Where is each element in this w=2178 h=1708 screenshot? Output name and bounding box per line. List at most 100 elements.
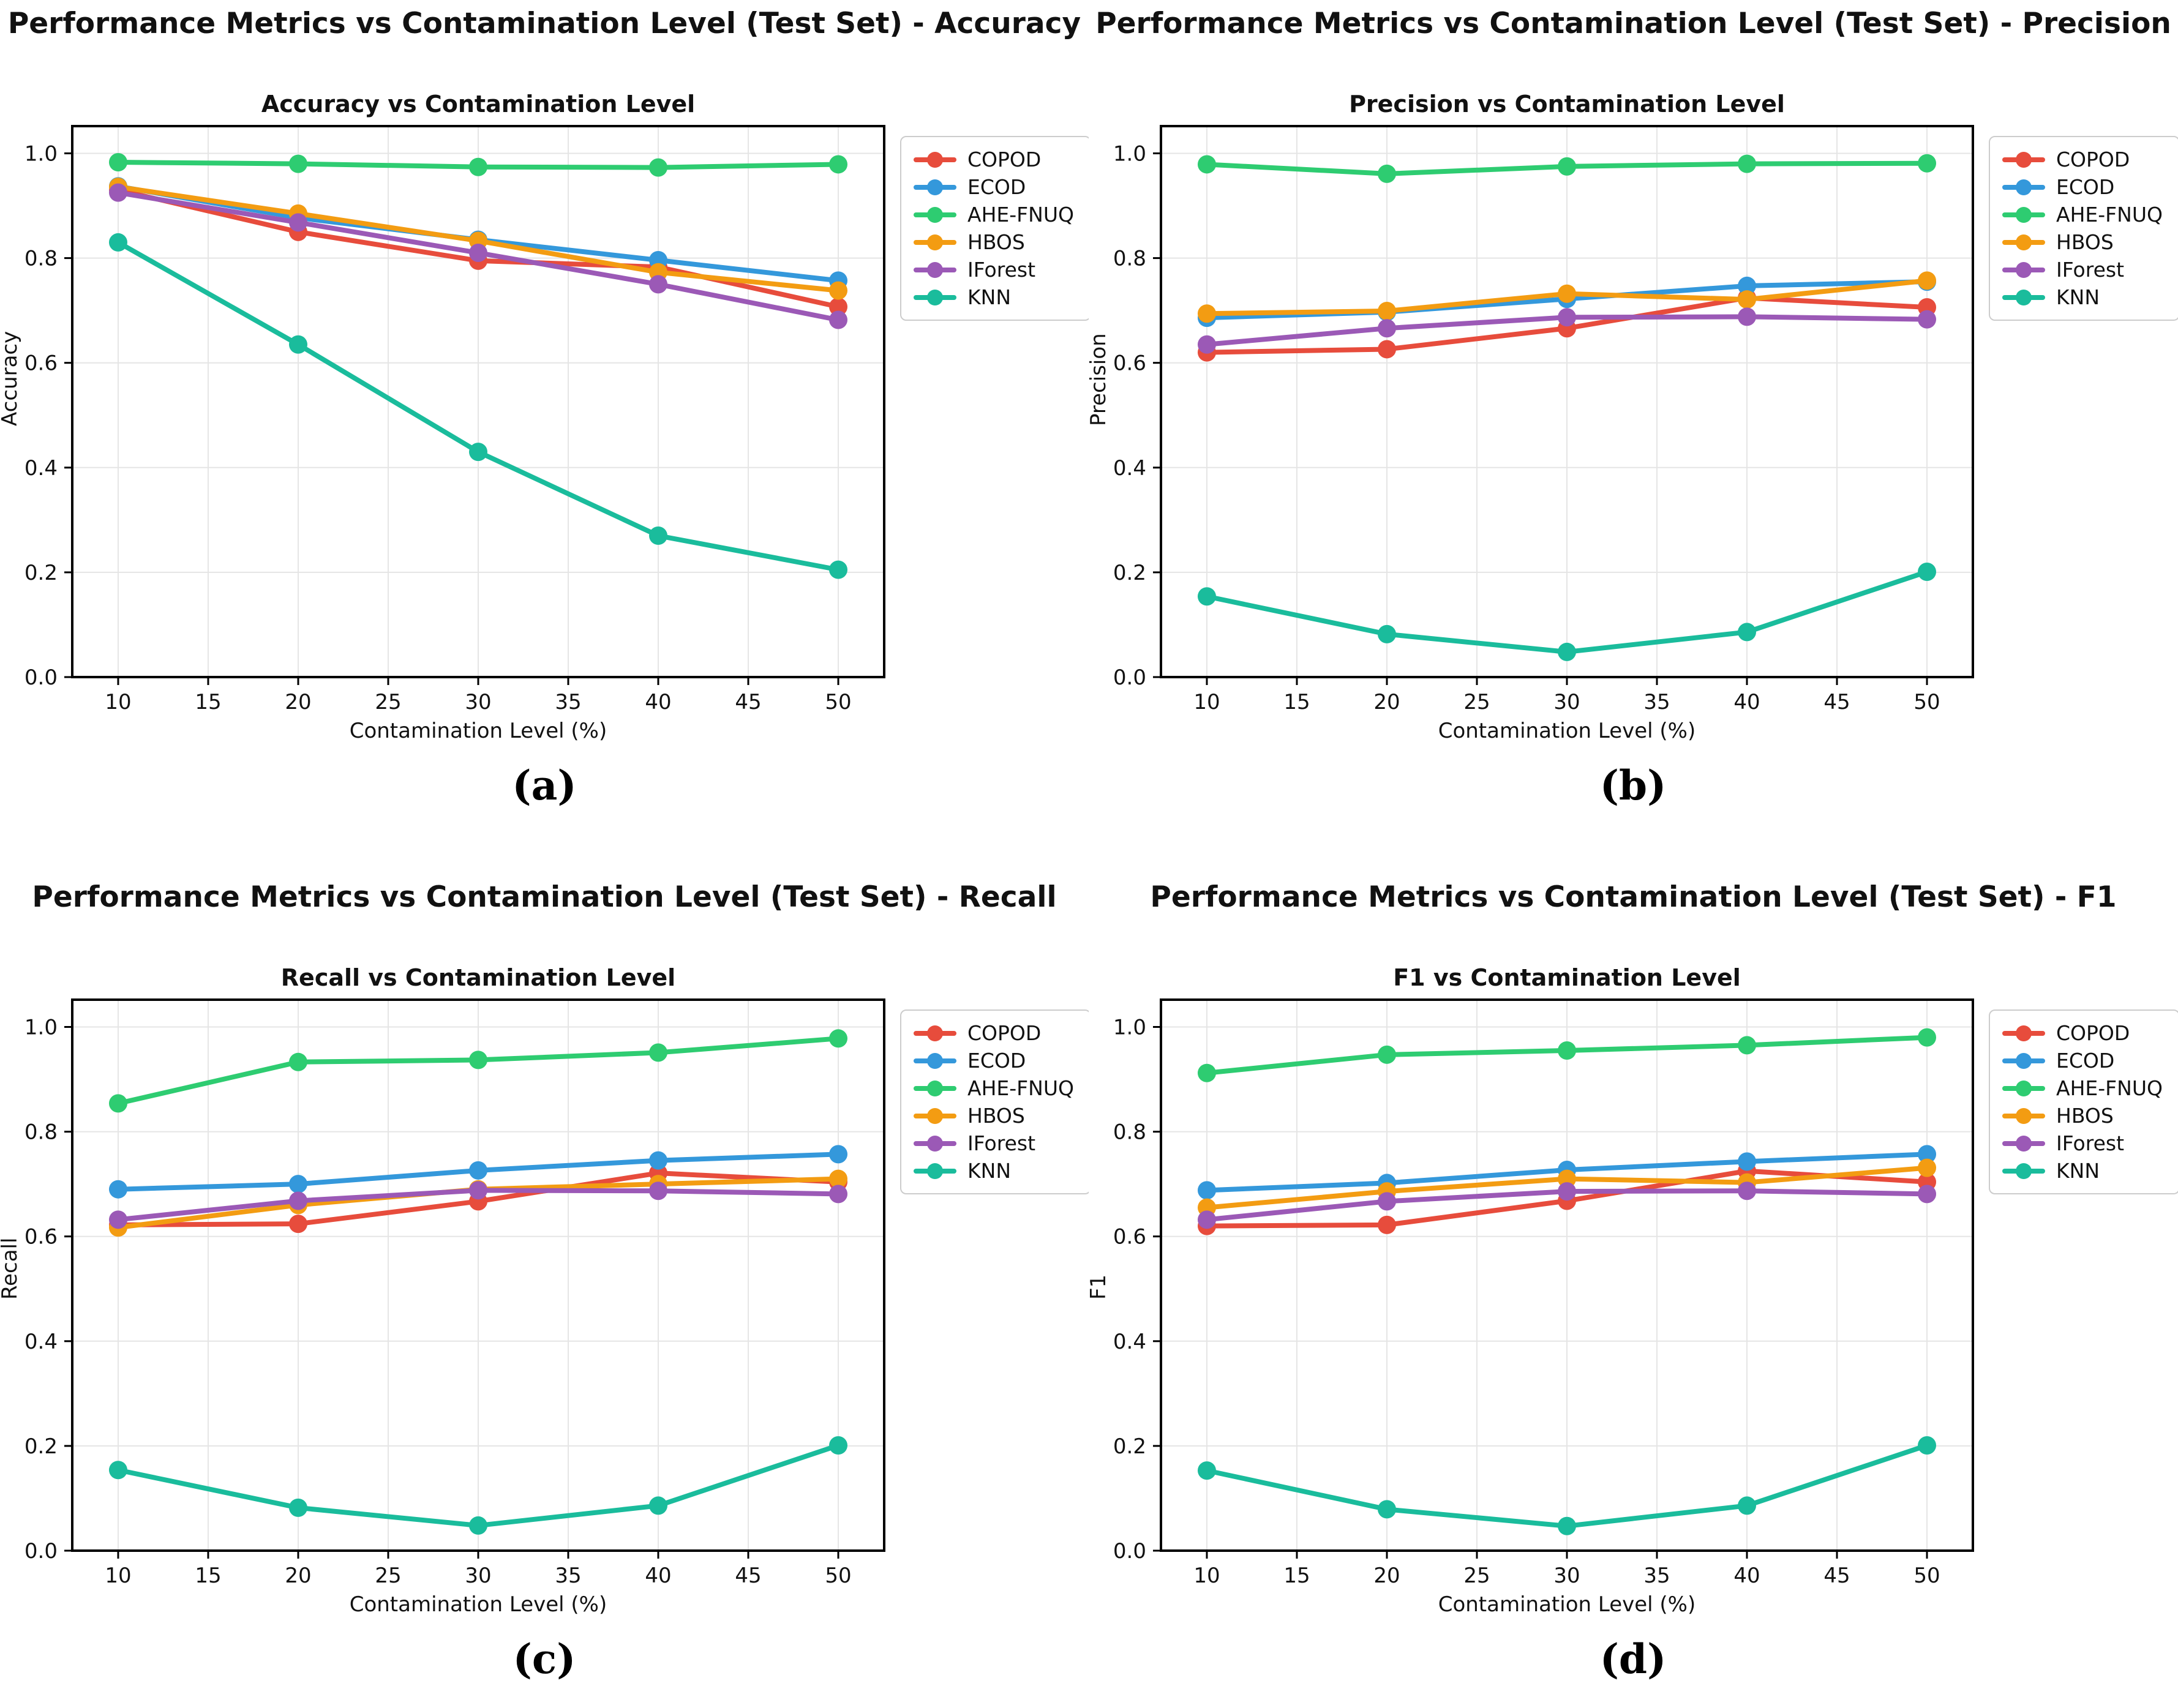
y-axis-label-precision: Precision bbox=[1089, 333, 1111, 426]
y-tick-label: 1.0 bbox=[1113, 141, 1146, 166]
data-point-KNN-x50 bbox=[1918, 1436, 1937, 1455]
plot-area-accuracy: 10 15 20 25 30 35 40 45 50 0.0 0.2 0.4 0.6 0.8 1.0 bbox=[24, 125, 885, 714]
data-point-IForest-x30 bbox=[469, 1181, 487, 1200]
x-tick-label: 50 bbox=[1913, 690, 1940, 714]
data-point-IForest-x50 bbox=[1918, 310, 1937, 329]
legend-dot-icon bbox=[927, 290, 943, 305]
data-point-IForest-x40 bbox=[649, 1182, 668, 1200]
y-tick-label: 0.2 bbox=[24, 1434, 58, 1459]
x-tick-label: 25 bbox=[375, 690, 401, 714]
legend-label-AHE-FNUQ: AHE-FNUQ bbox=[2056, 203, 2163, 227]
data-point-HBOS-x40 bbox=[1738, 290, 1757, 309]
data-point-ECOD-x10 bbox=[1197, 1181, 1216, 1200]
legend-dot-icon bbox=[927, 1108, 943, 1124]
legend-accuracy: COPOD ECOD AHE-FNUQ HBOS IForest KNN bbox=[900, 136, 1089, 321]
legend-label-KNN: KNN bbox=[2056, 285, 2100, 309]
data-point-HBOS-x30 bbox=[1558, 1169, 1576, 1188]
x-tick-label: 40 bbox=[645, 690, 671, 714]
data-point-KNN-x10 bbox=[108, 233, 127, 252]
data-point-COPOD-x20 bbox=[1377, 1215, 1396, 1234]
data-point-ECOD-x10 bbox=[108, 1180, 127, 1199]
legend-item-IForest: IForest bbox=[2002, 256, 2163, 283]
legend-recall: COPOD ECOD AHE-FNUQ HBOS IForest KNN bbox=[900, 1009, 1089, 1194]
plot-area-f1: 10 15 20 25 30 35 40 45 50 0.0 0.2 0.4 0.6 0.8 1.0 bbox=[1113, 998, 1974, 1588]
data-point-IForest-x10 bbox=[108, 183, 127, 202]
subfigure-label-recall: (c) bbox=[513, 1635, 576, 1683]
legend-item-COPOD: COPOD bbox=[914, 1019, 1074, 1047]
legend-item-AHE-FNUQ: AHE-FNUQ bbox=[914, 201, 1074, 228]
data-point-AHE-FNUQ-x50 bbox=[1918, 1028, 1937, 1047]
figure-f1: Performance Metrics vs Contamination Lev… bbox=[1089, 854, 2178, 1708]
legend-dot-icon bbox=[2016, 262, 2032, 278]
legend-dot-icon bbox=[2016, 179, 2032, 195]
legend-line-marker-icon bbox=[2002, 1074, 2045, 1102]
legend-dot-icon bbox=[927, 262, 943, 278]
data-point-IForest-x10 bbox=[1197, 335, 1216, 354]
data-point-ECOD-x20 bbox=[288, 1175, 307, 1194]
data-point-KNN-x40 bbox=[1738, 623, 1757, 642]
x-tick-label: 15 bbox=[195, 690, 221, 714]
data-point-KNN-x40 bbox=[1738, 1496, 1757, 1515]
data-point-AHE-FNUQ-x10 bbox=[108, 1094, 127, 1113]
subplot-title-recall: Recall vs Contamination Level bbox=[280, 964, 676, 991]
legend-label-AHE-FNUQ: AHE-FNUQ bbox=[967, 1076, 1074, 1100]
data-point-IForest-x30 bbox=[1558, 308, 1576, 327]
subplot-title-accuracy: Accuracy vs Contamination Level bbox=[261, 91, 696, 118]
legend-line-marker-icon bbox=[2002, 228, 2045, 256]
y-tick-label: 0.8 bbox=[24, 247, 58, 271]
legend-dot-icon bbox=[927, 1163, 943, 1179]
plot-wrap-f1: F1 vs Contamination Level 10 15 20 25 30 35 40 4… bbox=[1089, 964, 2178, 1631]
y-tick-label: 0.6 bbox=[24, 351, 58, 376]
x-tick-label: 30 bbox=[1553, 1564, 1580, 1588]
legend-dot-icon bbox=[927, 1136, 943, 1152]
legend-label-HBOS: HBOS bbox=[2056, 230, 2114, 254]
x-axis-label-f1: Contamination Level (%) bbox=[1438, 1592, 1696, 1617]
data-point-KNN-x30 bbox=[1558, 1516, 1576, 1535]
data-point-IForest-x40 bbox=[1738, 307, 1757, 326]
data-point-AHE-FNUQ-x30 bbox=[469, 157, 487, 176]
legend-line-marker-icon bbox=[2002, 1102, 2045, 1129]
data-point-ECOD-x40 bbox=[1738, 276, 1757, 295]
x-tick-label: 20 bbox=[285, 690, 311, 714]
legend-label-AHE-FNUQ: AHE-FNUQ bbox=[967, 203, 1074, 227]
legend-label-COPOD: COPOD bbox=[967, 148, 1042, 171]
legend-label-COPOD: COPOD bbox=[967, 1021, 1042, 1045]
plot-wrap-accuracy: Accuracy vs Contamination Level 10 15 20 25 3… bbox=[0, 91, 1089, 758]
x-tick-label: 10 bbox=[1193, 1564, 1220, 1588]
data-point-AHE-FNUQ-x40 bbox=[1738, 154, 1757, 173]
x-tick-label: 50 bbox=[825, 1564, 851, 1588]
legend-line-marker-icon bbox=[2002, 1157, 2045, 1185]
legend-dot-icon bbox=[2016, 1053, 2032, 1069]
y-tick-label: 0.8 bbox=[24, 1120, 58, 1145]
subplot-title-precision: Precision vs Contamination Level bbox=[1349, 91, 1785, 118]
legend-line-marker-icon bbox=[914, 173, 956, 201]
data-point-IForest-x20 bbox=[1377, 1192, 1396, 1211]
figure-recall: Performance Metrics vs Contamination Lev… bbox=[0, 854, 1089, 1708]
y-tick-label: 0.4 bbox=[24, 456, 58, 481]
legend-f1: COPOD ECOD AHE-FNUQ HBOS IForest KNN bbox=[1989, 1009, 2178, 1194]
data-point-AHE-FNUQ-x20 bbox=[288, 1052, 307, 1071]
legend-item-COPOD: COPOD bbox=[2002, 1019, 2163, 1047]
x-tick-label: 15 bbox=[1283, 1564, 1310, 1588]
y-tick-label: 0.2 bbox=[1113, 561, 1146, 585]
figure-header-f1: Performance Metrics vs Contamination Lev… bbox=[1150, 880, 2117, 914]
legend-item-ECOD: ECOD bbox=[914, 173, 1074, 201]
legend-label-KNN: KNN bbox=[2056, 1159, 2100, 1183]
data-point-AHE-FNUQ-x20 bbox=[1377, 1045, 1396, 1064]
y-tick-label: 0.6 bbox=[24, 1225, 58, 1249]
y-axis-label-f1: F1 bbox=[1089, 1274, 1111, 1300]
y-tick-label: 0.4 bbox=[24, 1330, 58, 1354]
data-point-KNN-x20 bbox=[1377, 624, 1396, 643]
x-tick-label: 35 bbox=[1643, 1564, 1670, 1588]
y-tick-label: 0.8 bbox=[1113, 1120, 1146, 1145]
x-axis-label-accuracy: Contamination Level (%) bbox=[349, 719, 607, 743]
x-tick-label: 40 bbox=[1733, 690, 1760, 714]
data-point-KNN-x10 bbox=[108, 1461, 127, 1480]
data-point-IForest-x10 bbox=[108, 1210, 127, 1229]
legend-dot-icon bbox=[927, 1025, 943, 1041]
y-tick-label: 0.2 bbox=[1113, 1434, 1146, 1459]
x-tick-label: 15 bbox=[195, 1564, 221, 1588]
x-tick-label: 30 bbox=[1553, 690, 1580, 714]
legend-label-IForest: IForest bbox=[967, 1131, 1036, 1155]
y-tick-label: 0.0 bbox=[24, 665, 58, 690]
